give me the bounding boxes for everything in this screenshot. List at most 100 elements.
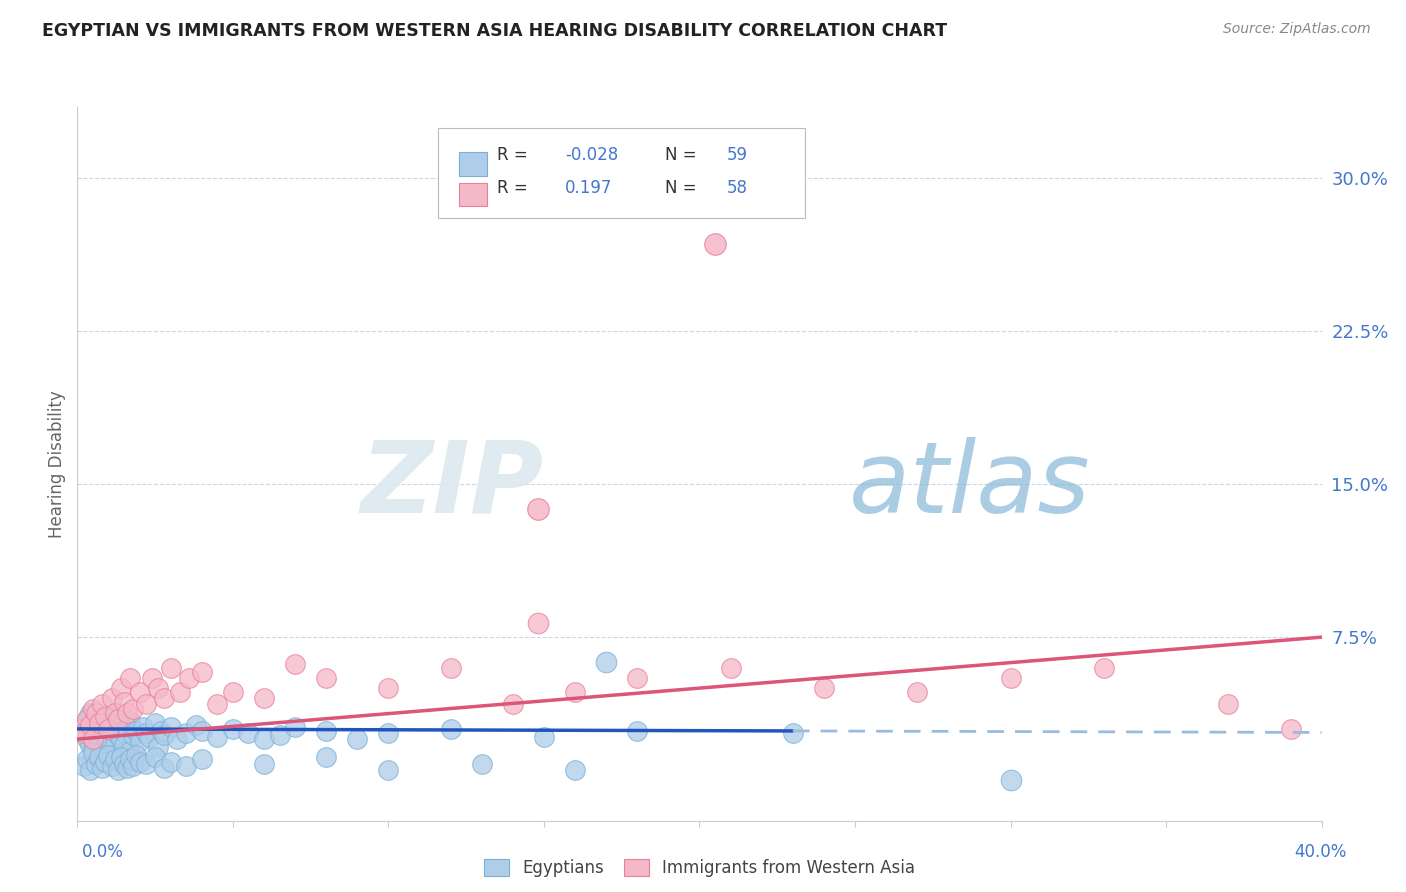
Text: 0.197: 0.197 [565,178,613,196]
Point [238,726,260,740]
Point [76,732,98,747]
Point [148,740,170,755]
Point [112,756,135,771]
Point [253,732,276,747]
Point [97,718,120,732]
Point [207,730,229,744]
Point [346,732,368,747]
Point [284,720,307,734]
Point [179,671,201,685]
Point [94,740,117,755]
Point [440,661,463,675]
Point [564,685,586,699]
Bar [460,183,486,206]
Point [72,718,94,732]
Point [143,750,166,764]
Point [122,701,145,715]
Y-axis label: Hearing Disability: Hearing Disability [48,390,66,538]
Text: 40.0%: 40.0% [1295,843,1347,861]
Point [82,715,104,730]
Text: 59: 59 [727,146,748,164]
Point [97,748,120,763]
Point [76,712,98,726]
Point [84,756,107,771]
Point [782,726,804,740]
Point [377,763,399,777]
Point [112,738,135,752]
Point [533,730,555,744]
Point [115,720,138,734]
Point [153,728,176,742]
Point [97,722,120,736]
Point [128,685,150,699]
Point [284,657,307,671]
Point [191,752,214,766]
Point [115,761,138,775]
Point [564,763,586,777]
Point [84,706,107,720]
Point [82,732,104,747]
Point [97,730,120,744]
Point [87,715,110,730]
Bar [460,153,486,176]
Text: 0.0%: 0.0% [82,843,124,861]
Point [100,712,122,726]
Point [91,698,114,712]
Point [471,756,494,771]
Point [626,723,648,738]
Point [150,723,173,738]
Point [207,698,229,712]
Text: R =: R = [496,146,527,164]
Point [502,698,524,712]
Point [626,671,648,685]
Point [148,681,170,695]
Point [91,714,114,728]
Point [76,712,98,726]
Point [104,752,127,766]
Point [82,701,104,715]
Text: -0.028: -0.028 [565,146,619,164]
Point [82,742,104,756]
Point [91,726,114,740]
Point [128,755,150,769]
Point [94,755,117,769]
Point [315,671,337,685]
Point [87,734,110,748]
Point [526,615,548,630]
Point [720,661,742,675]
Point [107,715,129,730]
Point [104,736,127,750]
Text: EGYPTIAN VS IMMIGRANTS FROM WESTERN ASIA HEARING DISABILITY CORRELATION CHART: EGYPTIAN VS IMMIGRANTS FROM WESTERN ASIA… [42,22,948,40]
Point [100,691,122,706]
Point [1279,722,1302,736]
Point [112,726,135,740]
Point [110,681,132,695]
Point [905,685,928,699]
Point [120,714,142,728]
Point [191,665,214,679]
Text: atlas: atlas [849,437,1091,533]
Point [87,750,110,764]
Point [138,730,160,744]
Text: Source: ZipAtlas.com: Source: ZipAtlas.com [1223,22,1371,37]
Text: 58: 58 [727,178,748,196]
Point [153,761,176,775]
Point [115,706,138,720]
Point [128,734,150,748]
Point [704,236,727,251]
Point [253,691,276,706]
Point [91,761,114,775]
Point [125,723,148,738]
Point [72,758,94,772]
Point [315,750,337,764]
Point [222,685,245,699]
Point [84,709,107,723]
Point [377,681,399,695]
Point [120,671,142,685]
Point [1000,772,1022,787]
Point [131,720,153,734]
Text: N =: N = [665,178,696,196]
Point [191,723,214,738]
Point [174,726,197,740]
Point [440,722,463,736]
